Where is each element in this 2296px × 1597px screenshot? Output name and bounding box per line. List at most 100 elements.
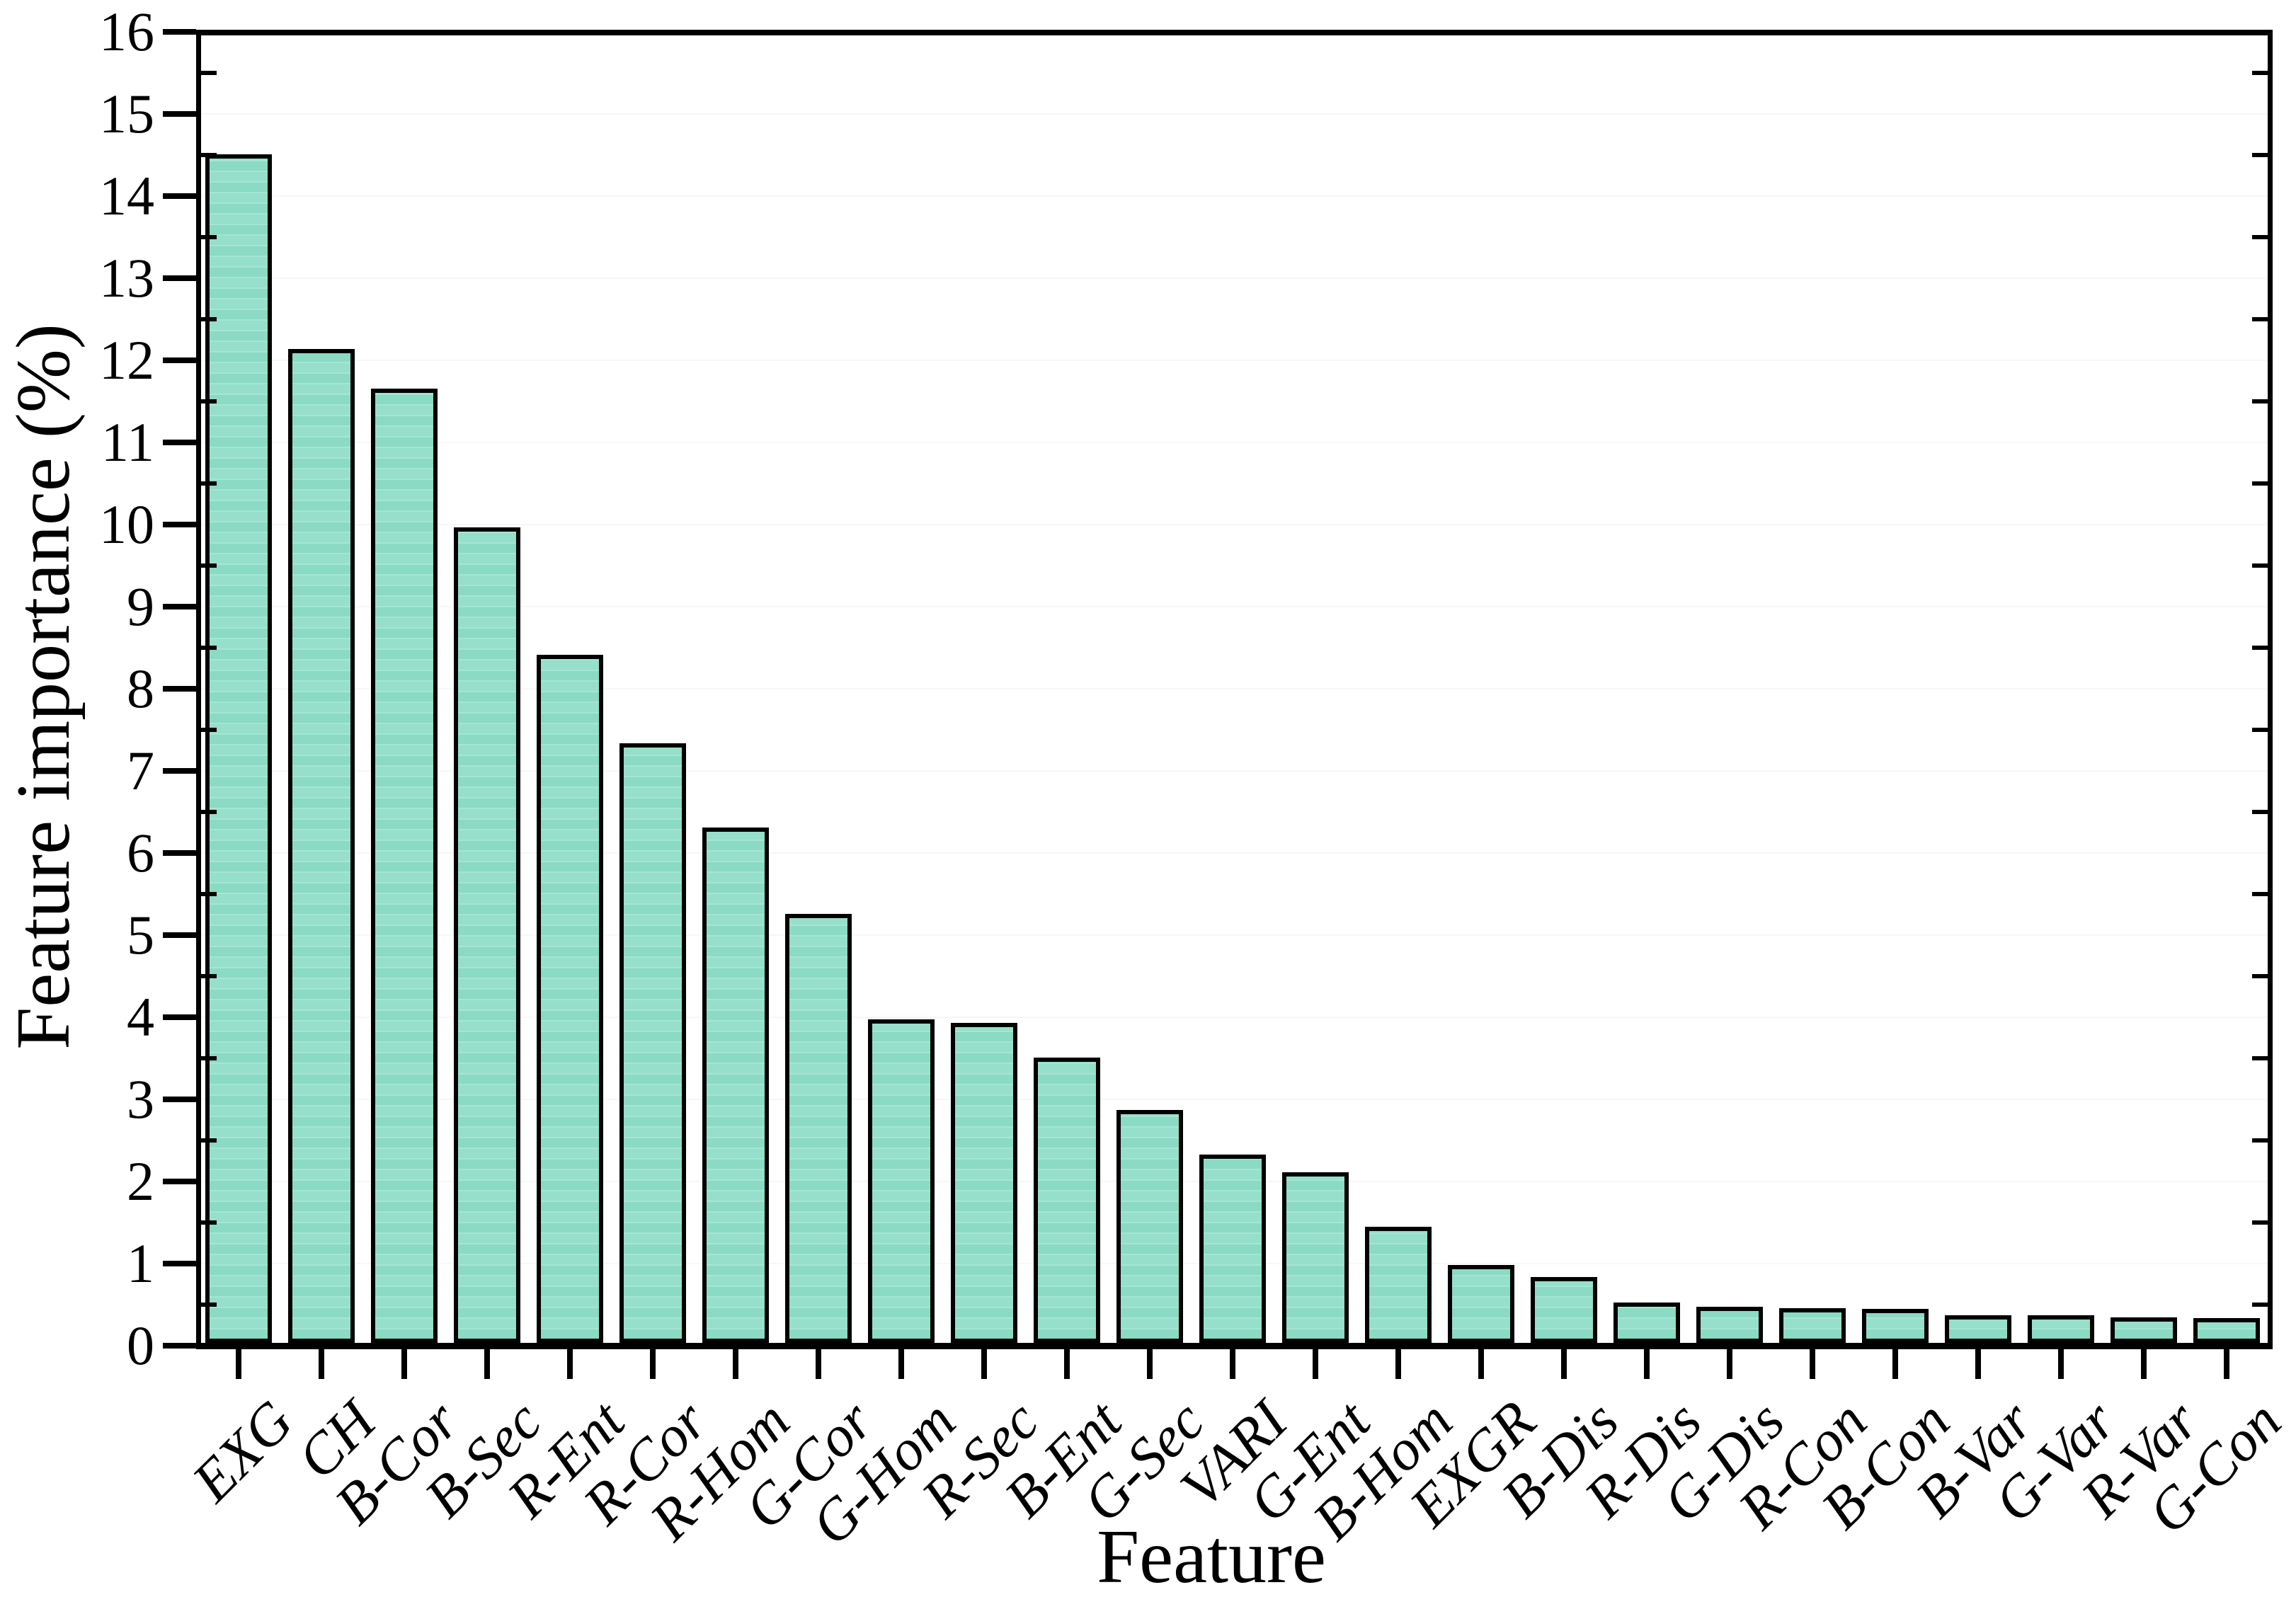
x-axis-tick (401, 1349, 407, 1379)
y-axis-minor-tick (201, 563, 217, 568)
gridline (201, 442, 2268, 443)
x-axis-tick (1892, 1349, 1898, 1379)
x-axis-tick (1147, 1349, 1153, 1379)
y-axis-major-tick (163, 357, 196, 363)
bar-R-Ent (537, 655, 603, 1343)
y-axis-major-tick (163, 686, 196, 692)
y-axis-tick-label: 11 (101, 411, 154, 473)
y-axis-minor-tick (201, 317, 217, 321)
top-frame-line (196, 30, 2273, 35)
bar-VARI (1199, 1155, 1266, 1343)
y-axis-minor-tick (201, 1056, 217, 1060)
y-axis-minor-tick-right (2252, 974, 2268, 978)
y-axis-minor-tick-right (2252, 481, 2268, 486)
y-axis-major-tick (163, 193, 196, 199)
x-axis-title: Feature (1097, 1515, 1326, 1597)
bar-B-Sec (454, 527, 520, 1343)
y-axis-tick-label: 10 (99, 493, 154, 555)
bar-R-Con (1779, 1308, 1846, 1343)
y-axis-tick-label: 8 (127, 658, 154, 719)
bar-R-Var (2111, 1317, 2177, 1343)
x-axis-tick (1230, 1349, 1235, 1379)
y-axis-major-tick (163, 604, 196, 609)
y-axis-minor-tick (201, 1303, 217, 1307)
y-axis-tick-label: 0 (127, 1315, 154, 1376)
y-axis-major-tick (163, 1014, 196, 1020)
y-axis-minor-tick-right (2252, 1220, 2268, 1225)
y-axis-tick-label: 3 (127, 1068, 154, 1130)
y-axis-minor-tick-right (2252, 1138, 2268, 1143)
y-axis-tick-label: 5 (127, 904, 154, 966)
bar-R-Cor (619, 743, 686, 1343)
bar-R-Dis (1614, 1303, 1680, 1343)
x-axis-tick (1395, 1349, 1401, 1379)
bar-B-Dis (1531, 1277, 1597, 1343)
y-axis-line (196, 30, 201, 1349)
y-axis-minor-tick-right (2252, 153, 2268, 157)
bar-G-Sec (1116, 1110, 1183, 1343)
bar-G-Con (2193, 1318, 2260, 1343)
y-axis-minor-tick (201, 399, 217, 403)
y-axis-major-tick (163, 29, 196, 35)
gridline (201, 195, 2268, 197)
gridline (201, 1017, 2268, 1018)
y-axis-minor-tick (201, 892, 217, 896)
y-axis-tick-label: 15 (99, 83, 154, 144)
bar-G-Dis (1696, 1307, 1763, 1343)
y-axis-minor-tick-right (2252, 892, 2268, 896)
y-axis-major-tick (163, 1097, 196, 1102)
x-axis-tick (2141, 1349, 2147, 1379)
y-axis-major-tick (163, 1343, 196, 1349)
x-axis-tick (1810, 1349, 1815, 1379)
y-axis-tick-label: 9 (127, 576, 154, 637)
x-axis-tick (650, 1349, 656, 1379)
bar-B-Con (1862, 1309, 1929, 1343)
y-axis-major-tick (163, 850, 196, 856)
x-axis-tick (567, 1349, 573, 1379)
gridline (201, 852, 2268, 854)
y-axis-minor-tick (201, 481, 217, 486)
x-axis-tick (1478, 1349, 1484, 1379)
y-axis-tick-label: 6 (127, 822, 154, 883)
x-axis-tick-label: EXG (179, 1388, 305, 1514)
x-axis-tick (898, 1349, 904, 1379)
y-axis-minor-tick (201, 1138, 217, 1143)
y-axis-major-tick (163, 932, 196, 938)
x-axis-tick (1727, 1349, 1732, 1379)
y-axis-major-tick (163, 111, 196, 117)
bar-R-Hom (702, 828, 769, 1343)
gridline (201, 1099, 2268, 1100)
gridline (201, 606, 2268, 607)
y-axis-minor-tick-right (2252, 399, 2268, 403)
x-axis-tick (733, 1349, 738, 1379)
bar-R-Sec (951, 1023, 1017, 1343)
gridline (201, 277, 2268, 279)
y-axis-major-tick (163, 1179, 196, 1184)
y-axis-minor-tick (201, 1220, 217, 1225)
y-axis-title: Feature importance (%) (1, 324, 86, 1050)
y-axis-minor-tick-right (2252, 810, 2268, 814)
y-axis-minor-tick (201, 153, 217, 157)
gridline (201, 688, 2268, 689)
y-axis-major-tick (163, 768, 196, 774)
gridline (201, 770, 2268, 772)
x-axis-tick (1064, 1349, 1070, 1379)
y-axis-minor-tick-right (2252, 71, 2268, 75)
y-axis-tick-label: 2 (127, 1150, 154, 1212)
x-axis-tick (2058, 1349, 2064, 1379)
bar-EXG (205, 154, 272, 1343)
y-axis-minor-tick-right (2252, 563, 2268, 568)
bar-B-Hom (1365, 1227, 1432, 1343)
y-axis-minor-tick (201, 974, 217, 978)
gridline (201, 113, 2268, 115)
y-axis-tick-label: 1 (127, 1232, 154, 1294)
y-axis-minor-tick (201, 646, 217, 650)
gridline (201, 934, 2268, 936)
bar-B-Ent (1034, 1058, 1100, 1343)
y-axis-tick-label: 7 (127, 740, 154, 801)
bar-G-Hom (868, 1019, 935, 1343)
gridline (201, 524, 2268, 525)
x-axis-tick (484, 1349, 490, 1379)
y-axis-minor-tick (201, 810, 217, 814)
